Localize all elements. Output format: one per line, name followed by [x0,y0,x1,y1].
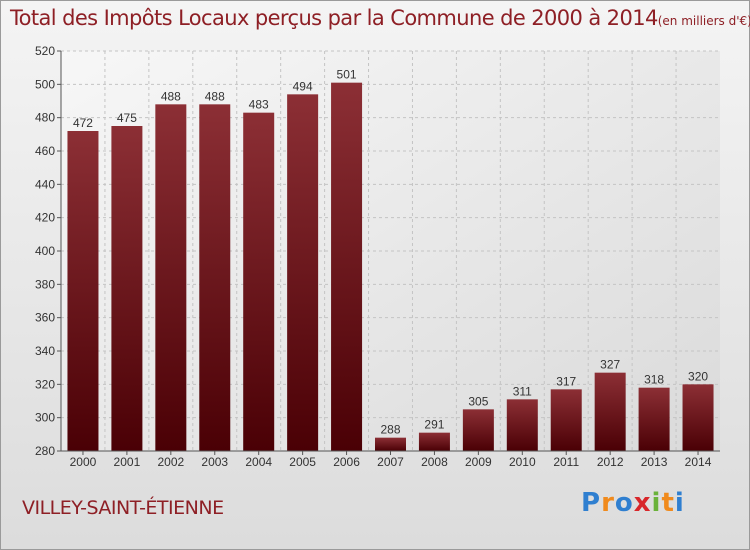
bar-2004 [243,112,275,452]
chart-title: Total des Impôts Locaux perçus par la Co… [10,6,750,30]
logo-letter: i [674,488,685,518]
bar-value-label: 311 [513,384,532,398]
x-tick-label: 2006 [333,455,360,469]
bar-value-label: 305 [468,394,488,408]
chart-title-main: Total des Impôts Locaux perçus par la Co… [10,6,658,30]
bar-2012 [594,372,626,451]
logo-letter: x [633,488,652,518]
bar-2007 [375,437,406,451]
bar-2011 [550,389,582,451]
bar-value-label: 291 [424,418,444,432]
x-tick-label: 2005 [289,455,316,469]
y-tick-label: 400 [35,244,55,258]
chart-title-unit: (en milliers d'€) [657,14,750,28]
x-tick-label: 2011 [553,455,579,469]
logo-letter: P [581,488,602,518]
x-tick-label: 2004 [245,455,272,469]
y-tick-label: 360 [35,311,55,325]
bar-2009 [462,409,494,451]
y-tick-label: 440 [35,177,55,191]
x-tick-label: 2008 [421,455,448,469]
y-tick-label: 320 [35,377,55,391]
bar-value-label: 475 [117,111,137,125]
bar-value-label: 494 [293,79,313,93]
x-tick-label: 2010 [509,455,536,469]
commune-name: VILLEY-SAINT-ÉTIENNE [22,497,224,519]
y-tick-label: 420 [35,211,55,225]
y-tick-label: 480 [35,111,55,125]
x-tick-label: 2000 [70,455,97,469]
bar-2014 [682,384,714,451]
bar-value-label: 488 [161,89,181,103]
bar-value-label: 288 [380,423,400,437]
bar-2003 [199,104,231,451]
logo-letter: t [661,488,675,518]
proxiti-logo[interactable]: Proxiti [581,488,685,518]
bar-value-label: 488 [205,89,225,103]
bar-2001 [111,126,143,451]
x-tick-label: 2003 [201,455,228,469]
y-tick-label: 300 [35,411,55,425]
y-tick-label: 340 [35,344,55,358]
bar-2006 [331,82,363,452]
y-tick-label: 280 [35,444,55,458]
logo-letter: o [614,488,634,518]
x-tick-label: 2012 [597,455,624,469]
bar-value-label: 472 [73,116,93,130]
y-tick-label: 520 [35,44,55,58]
logo-letter: i [651,488,662,518]
x-tick-label: 2002 [157,455,184,469]
bar-value-label: 483 [249,98,269,112]
bar-2008 [418,432,450,451]
x-tick-label: 2001 [114,455,141,469]
bar-value-label: 317 [556,374,576,388]
bar-2002 [155,104,187,451]
x-tick-label: 2009 [465,455,492,469]
logo-letter: r [601,488,615,518]
bar-value-label: 318 [644,373,664,387]
x-tick-label: 2014 [685,455,712,469]
x-tick-label: 2013 [641,455,668,469]
y-tick-label: 380 [35,277,55,291]
x-tick-label: 2007 [377,455,404,469]
y-tick-label: 500 [35,77,55,91]
bar-2013 [638,387,670,451]
y-tick-label: 460 [35,144,55,158]
bar-value-label: 327 [600,358,620,372]
bar-2000 [67,131,99,451]
bar-2005 [287,94,319,451]
bar-2010 [506,399,538,451]
bar-value-label: 501 [337,68,357,82]
bar-value-label: 320 [688,369,708,383]
